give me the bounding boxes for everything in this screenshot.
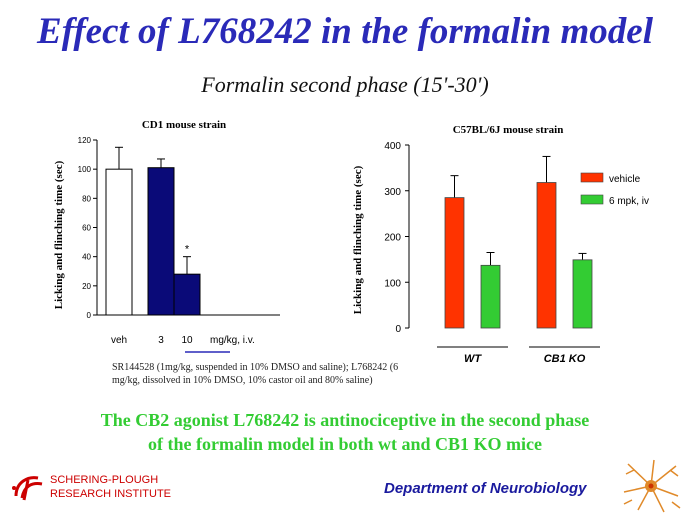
legend-swatch <box>580 194 604 205</box>
c57-bar-cb1-ko-series-0 <box>536 182 557 329</box>
cd1-y-tick-label: 0 <box>87 311 92 320</box>
c57-y-tick-label: 0 <box>395 324 401 335</box>
cd1-y-axis-label: Licking and flinching time (sec) <box>53 160 65 309</box>
c57-y-tick-label: 400 <box>384 141 401 152</box>
cd1-bar-10 <box>173 273 201 316</box>
c57-group-label: CB1 KO <box>544 353 586 365</box>
cd1-bars: * <box>105 146 201 316</box>
c57-bar-wt-series-1 <box>480 264 501 329</box>
methods-footnote: SR144528 (1mg/kg, suspended in 10% DMSO … <box>112 362 399 386</box>
cd1-x-axis-label: mg/kg, i.v. <box>210 335 255 346</box>
c57-bar-cb1-ko-series-1 <box>572 259 593 329</box>
slide-subtitle: Formalin second phase (15'-30') <box>201 72 489 97</box>
c57-y-axis-label: Licking and flinching time (sec) <box>352 165 364 314</box>
c57-bar-wt-series-0 <box>444 197 465 329</box>
cd1-y-tick-label: 120 <box>78 136 92 145</box>
c57-group-labels: WT CB1 KO <box>437 346 600 365</box>
c57-group-label: WT <box>464 353 482 365</box>
c57-legend: vehicle 6 mpk, iv <box>580 172 649 207</box>
conclusion-line-1: The CB2 agonist L768242 is antinocicepti… <box>100 410 590 430</box>
cd1-x-tick-label: 10 <box>181 335 193 346</box>
c57-y-tick-label: 200 <box>384 233 401 244</box>
legend-swatch <box>580 172 604 183</box>
slide-title: Effect of L768242 in the formalin model <box>37 11 653 52</box>
company-name: SCHERING-PLOUGH RESEARCH INSTITUTE <box>50 473 171 501</box>
cd1-significance-marker: * <box>185 244 190 256</box>
cd1-y-tick-label: 20 <box>82 282 91 291</box>
cd1-y-tick-label: 100 <box>78 165 92 174</box>
department-label: Department of Neurobiology <box>384 480 587 497</box>
cd1-y-tick-label: 80 <box>82 194 91 203</box>
c57-bars <box>444 155 593 329</box>
schering-plough-logo-icon <box>12 476 43 501</box>
cd1-y-tick-label: 60 <box>82 224 91 233</box>
c57-y-tick-label: 300 <box>384 187 401 198</box>
c57-chart-title: C57BL/6J mouse strain <box>453 124 564 136</box>
legend-label: 6 mpk, iv <box>609 196 649 207</box>
c57-bar-chart: C57BL/6J mouse strain Licking and flinch… <box>352 124 649 365</box>
legend-label: vehicle <box>609 174 641 185</box>
cd1-bar-3 <box>147 167 175 316</box>
neuron-icon <box>623 459 681 513</box>
cd1-x-tick-labels: veh 3 10 <box>111 335 193 346</box>
company-line-1: SCHERING-PLOUGH <box>50 474 159 486</box>
conclusion-line-2: of the formalin model in both wt and CB1… <box>148 434 542 454</box>
cd1-x-tick-label: 3 <box>158 335 164 346</box>
cd1-x-tick-label: veh <box>111 335 127 346</box>
cd1-y-tick-label: 40 <box>82 253 91 262</box>
cd1-bar-veh <box>105 168 133 316</box>
company-line-2: RESEARCH INSTITUTE <box>50 488 172 500</box>
cd1-chart-title: CD1 mouse strain <box>142 119 226 131</box>
c57-y-tick-label: 100 <box>384 278 401 289</box>
conclusion-text: The CB2 agonist L768242 is antinocicepti… <box>0 408 690 456</box>
cd1-bar-chart: CD1 mouse strain Licking and flinching t… <box>53 119 280 353</box>
c57-y-axis: 0 100 200 300 400 <box>384 141 410 335</box>
